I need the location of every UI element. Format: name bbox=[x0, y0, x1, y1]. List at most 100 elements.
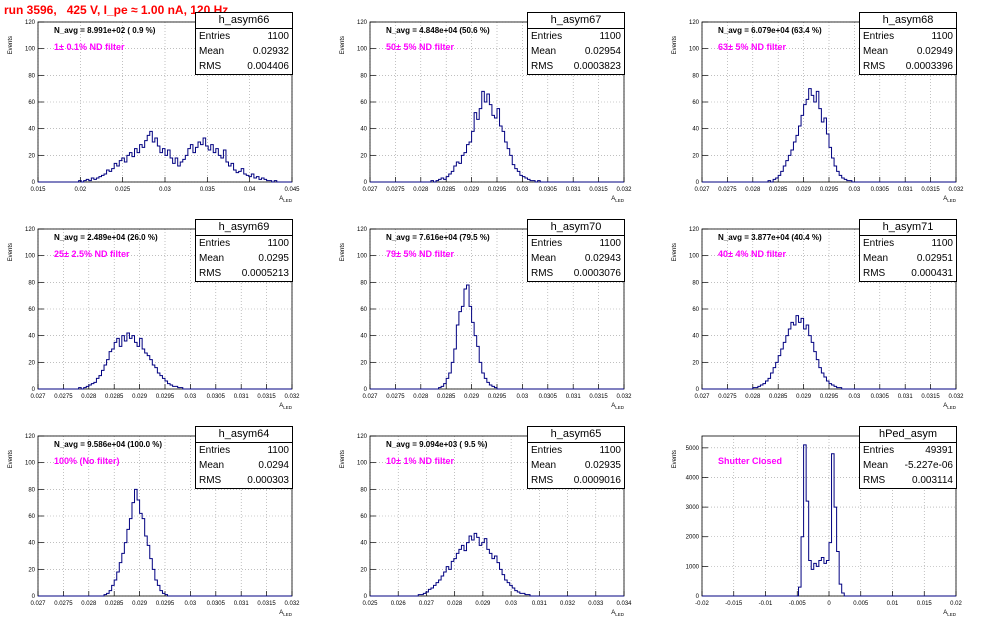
stats-key: Entries bbox=[531, 31, 563, 42]
stats-row: RMS 0.0005213 bbox=[196, 266, 292, 281]
x-tick-label: 0.027 bbox=[362, 394, 378, 400]
x-tick-label: 0.027 bbox=[362, 187, 378, 193]
stats-value: 1100 bbox=[931, 238, 953, 249]
x-tick-label: 0.034 bbox=[616, 601, 632, 607]
histogram-bin bbox=[129, 519, 132, 596]
histogram-outline bbox=[38, 130, 292, 183]
stats-key: RMS bbox=[863, 475, 886, 486]
x-tick-label: 0.032 bbox=[284, 601, 300, 607]
x-tick-label: 0.03 bbox=[159, 187, 171, 193]
navg-label: N_avg = 9.586e+04 (100.0 %) bbox=[54, 440, 162, 449]
x-tick-label: 0.03 bbox=[517, 394, 529, 400]
histogram-svg: -0.02 -0.015 -0.01 -0.005 0 0.005 0.01 0.015 0.0… bbox=[672, 435, 962, 617]
stats-row: Entries 1100 bbox=[528, 443, 624, 458]
y-axis-label: Events bbox=[340, 450, 346, 468]
histogram-bin bbox=[152, 142, 155, 182]
histogram-bin bbox=[221, 158, 224, 182]
x-tick-label: 0.028 bbox=[447, 601, 463, 607]
x-tick-label: 0.027 bbox=[30, 601, 46, 607]
stats-box: h_asym70 Entries 1100 Mean 0.02943 RMS 0.00030… bbox=[527, 219, 625, 282]
y-tick-label: 80 bbox=[28, 487, 35, 493]
y-tick-label: 60 bbox=[692, 100, 699, 106]
stats-row: Entries 49391 bbox=[860, 443, 956, 458]
histogram-bin bbox=[487, 94, 490, 182]
y-tick-label: 100 bbox=[689, 47, 700, 53]
stats-box: h_asym71 Entries 1100 Mean 0.02951 RMS 0.00043… bbox=[859, 219, 957, 282]
stats-row: Mean 0.0294 bbox=[196, 458, 292, 473]
histogram-bin bbox=[124, 341, 127, 389]
stats-key: RMS bbox=[863, 268, 886, 279]
x-tick-label: 0.0275 bbox=[386, 394, 405, 400]
y-axis-label: Events bbox=[8, 36, 14, 54]
histogram-svg: 0.025 0.026 0.027 0.028 0.029 0.03 0.031 0.032 0… bbox=[340, 434, 632, 617]
x-tick-label: 0.0295 bbox=[820, 394, 839, 400]
histogram-bin bbox=[464, 153, 467, 182]
y-tick-label: 120 bbox=[689, 227, 700, 233]
y-tick-label: 100 bbox=[25, 461, 36, 467]
y-tick-label: 40 bbox=[28, 127, 35, 133]
x-tick-label: 0.005 bbox=[853, 601, 869, 607]
x-tick-label: 0.035 bbox=[200, 187, 216, 193]
y-tick-label: 0 bbox=[696, 387, 700, 393]
histogram-name: h_asym66 bbox=[196, 13, 292, 29]
y-axis-label: Events bbox=[8, 450, 14, 468]
histogram-bin bbox=[109, 171, 112, 182]
stats-value: 0.02954 bbox=[584, 46, 621, 57]
stats-key: Mean bbox=[199, 253, 225, 264]
y-tick-label: 0 bbox=[696, 180, 700, 186]
x-tick-label: 0.027 bbox=[419, 601, 435, 607]
x-axis-label: ALED bbox=[611, 610, 625, 617]
x-tick-label: 0.0315 bbox=[921, 394, 940, 400]
x-axis-label: ALED bbox=[943, 196, 957, 203]
y-tick-label: 20 bbox=[360, 567, 367, 573]
stats-key: Mean bbox=[863, 253, 889, 264]
stats-value: -5.227e-06 bbox=[904, 460, 953, 471]
x-tick-label: 0.0305 bbox=[539, 187, 558, 193]
histogram-name: h_asym64 bbox=[196, 427, 292, 443]
histogram-bin bbox=[799, 322, 802, 389]
stats-row: Mean 0.02954 bbox=[528, 44, 624, 59]
stats-value: 0.0295 bbox=[258, 253, 289, 264]
x-tick-label: 0.028 bbox=[413, 394, 429, 400]
y-tick-label: 60 bbox=[360, 514, 367, 520]
stats-box: h_asym65 Entries 1100 Mean 0.02935 RMS 0.00090… bbox=[527, 426, 625, 489]
histogram-bin bbox=[142, 147, 145, 182]
histogram-bin bbox=[213, 153, 216, 182]
x-tick-label: -0.02 bbox=[695, 601, 709, 607]
stats-box: h_asym64 Entries 1100 Mean 0.0294 RMS 0.000303 bbox=[195, 426, 293, 489]
x-tick-label: -0.005 bbox=[789, 601, 807, 607]
stats-row: RMS 0.000431 bbox=[860, 266, 956, 281]
x-tick-label: 0.03 bbox=[185, 394, 197, 400]
y-tick-label: 0 bbox=[32, 180, 36, 186]
x-tick-label: 0.033 bbox=[588, 601, 604, 607]
histogram-panel-h_asym64: 0.027 0.0275 0.028 0.0285 0.029 0.0295 0.03 0.0… bbox=[0, 414, 332, 621]
x-tick-label: 0.028 bbox=[413, 187, 429, 193]
histogram-panel-h_asym67: 0.027 0.0275 0.028 0.0285 0.029 0.0295 0.03 0.0… bbox=[332, 0, 664, 207]
y-axis-label: Events bbox=[340, 243, 346, 261]
x-tick-label: 0.0305 bbox=[207, 601, 226, 607]
x-tick-label: 0.045 bbox=[284, 187, 300, 193]
histogram-bin bbox=[142, 349, 145, 389]
histogram-outline bbox=[38, 488, 292, 597]
stats-row: Mean 0.0295 bbox=[196, 251, 292, 266]
y-tick-label: 80 bbox=[360, 73, 367, 79]
histogram-bin bbox=[492, 115, 495, 182]
x-tick-label: 0.03 bbox=[505, 601, 517, 607]
histogram-bin bbox=[132, 157, 135, 182]
histogram-bin bbox=[461, 545, 464, 596]
filter-note: 25± 2.5% ND filter bbox=[54, 249, 130, 259]
stats-box: hPed_asym Entries 49391 Mean -5.227e-06 RMS 0.… bbox=[859, 426, 957, 489]
histogram-bin bbox=[826, 560, 829, 596]
stats-value: 0.000431 bbox=[911, 268, 953, 279]
navg-label: N_avg = 3.877e+04 (40.4 %) bbox=[718, 233, 822, 242]
stats-value: 1100 bbox=[599, 238, 621, 249]
histogram-svg: 0.027 0.0275 0.028 0.0285 0.029 0.0295 0.03 0.0… bbox=[8, 434, 300, 617]
stats-row: Mean 0.02951 bbox=[860, 251, 956, 266]
x-tick-label: 0.032 bbox=[560, 601, 576, 607]
y-tick-label: 5000 bbox=[686, 446, 700, 452]
histogram-svg: 0.027 0.0275 0.028 0.0285 0.029 0.0295 0.03 0.0… bbox=[8, 227, 300, 410]
x-tick-label: 0.03 bbox=[517, 187, 529, 193]
x-tick-label: 0.032 bbox=[948, 187, 964, 193]
histogram-bin bbox=[198, 142, 201, 182]
y-tick-label: 100 bbox=[25, 47, 36, 53]
